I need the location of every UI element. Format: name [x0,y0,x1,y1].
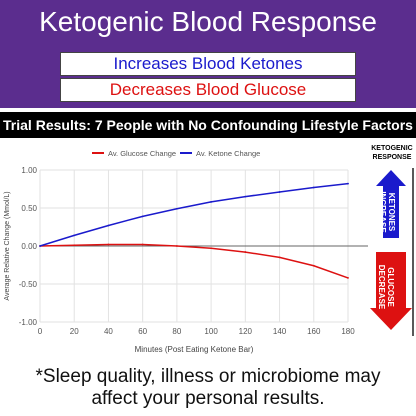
side-panel-title-2: RESPONSE [373,154,412,161]
data-point [175,245,178,247]
footnote-line-1: *Sleep quality, illness or microbiome ma… [35,366,381,387]
decrease-glucose-label: Decreases Blood Glucose [60,78,356,102]
data-point [107,243,110,246]
chart-background [0,140,416,362]
x-axis-title: Minutes (Post Eating Ketone Bar) [135,345,254,354]
y-tick-label: -1.00 [19,318,38,327]
y-tick-label: 0.00 [21,242,37,251]
data-point [39,245,41,247]
side-panel-title-1: KETOGENIC [371,145,413,152]
x-tick-label: 40 [104,327,113,336]
legend-label: Av. Glucose Change [108,149,176,158]
trial-results-banner: Trial Results: 7 People with No Confound… [0,112,416,138]
x-tick-label: 120 [239,327,253,336]
data-point [210,201,213,203]
y-tick-label: 0.50 [21,204,37,213]
data-point [175,207,178,210]
data-point [210,247,213,250]
ketones-increase-arrow [376,170,406,238]
x-tick-label: 80 [172,327,181,336]
increase-ketones-label: Increases Blood Ketones [60,52,356,76]
series-line-0 [39,243,349,279]
chart: 0 20 40 60 80 100 120 140 160 180 1.00 0.50 0.00 -0.5… [0,140,416,362]
data-point [107,224,110,227]
data-point [347,277,349,279]
legend-label: Av. Ketone Change [196,149,260,158]
data-point [278,256,281,259]
x-tick-label: 180 [341,327,355,336]
data-point [73,244,76,247]
data-point [244,251,247,253]
y-tick-label: 1.00 [21,166,37,175]
y-tick-label: -0.50 [19,280,38,289]
page-title: Ketogenic Blood Response [39,6,377,37]
footnote: *Sleep quality, illness or microbiome ma… [0,366,416,410]
y-axis-title: Average Relative Change (Mmol/L) [4,191,11,300]
data-point [141,243,144,246]
header-banner: Ketogenic Blood Response Increases Blood… [0,0,416,108]
data-point [244,195,247,198]
data-point [312,186,315,189]
footnote-line-2: affect your personal results. [91,388,325,409]
data-point [73,234,76,237]
x-tick-label: 20 [70,327,79,336]
x-tick-label: 0 [38,327,43,336]
x-tick-label: 140 [273,327,287,336]
data-point [278,191,281,193]
glucose-decrease-arrow [370,252,412,330]
glucose-decrease-label-2: DECREASE [377,265,386,310]
ketones-increase-label-1: KETONES [387,193,396,232]
x-tick-label: 100 [204,327,218,336]
series-line-1 [39,182,349,247]
data-point [347,182,349,185]
x-tick-label: 160 [307,327,321,336]
glucose-decrease-label-1: GLUCOSE [386,267,395,307]
x-tick-label: 60 [138,327,147,336]
data-point [141,215,144,218]
ketones-increase-label-2: INCREASE [378,191,387,233]
data-point [312,264,315,267]
